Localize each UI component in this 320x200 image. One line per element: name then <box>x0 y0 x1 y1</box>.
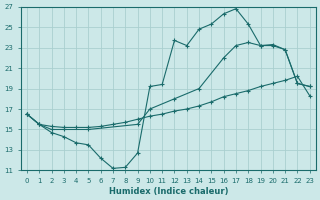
X-axis label: Humidex (Indice chaleur): Humidex (Indice chaleur) <box>108 187 228 196</box>
